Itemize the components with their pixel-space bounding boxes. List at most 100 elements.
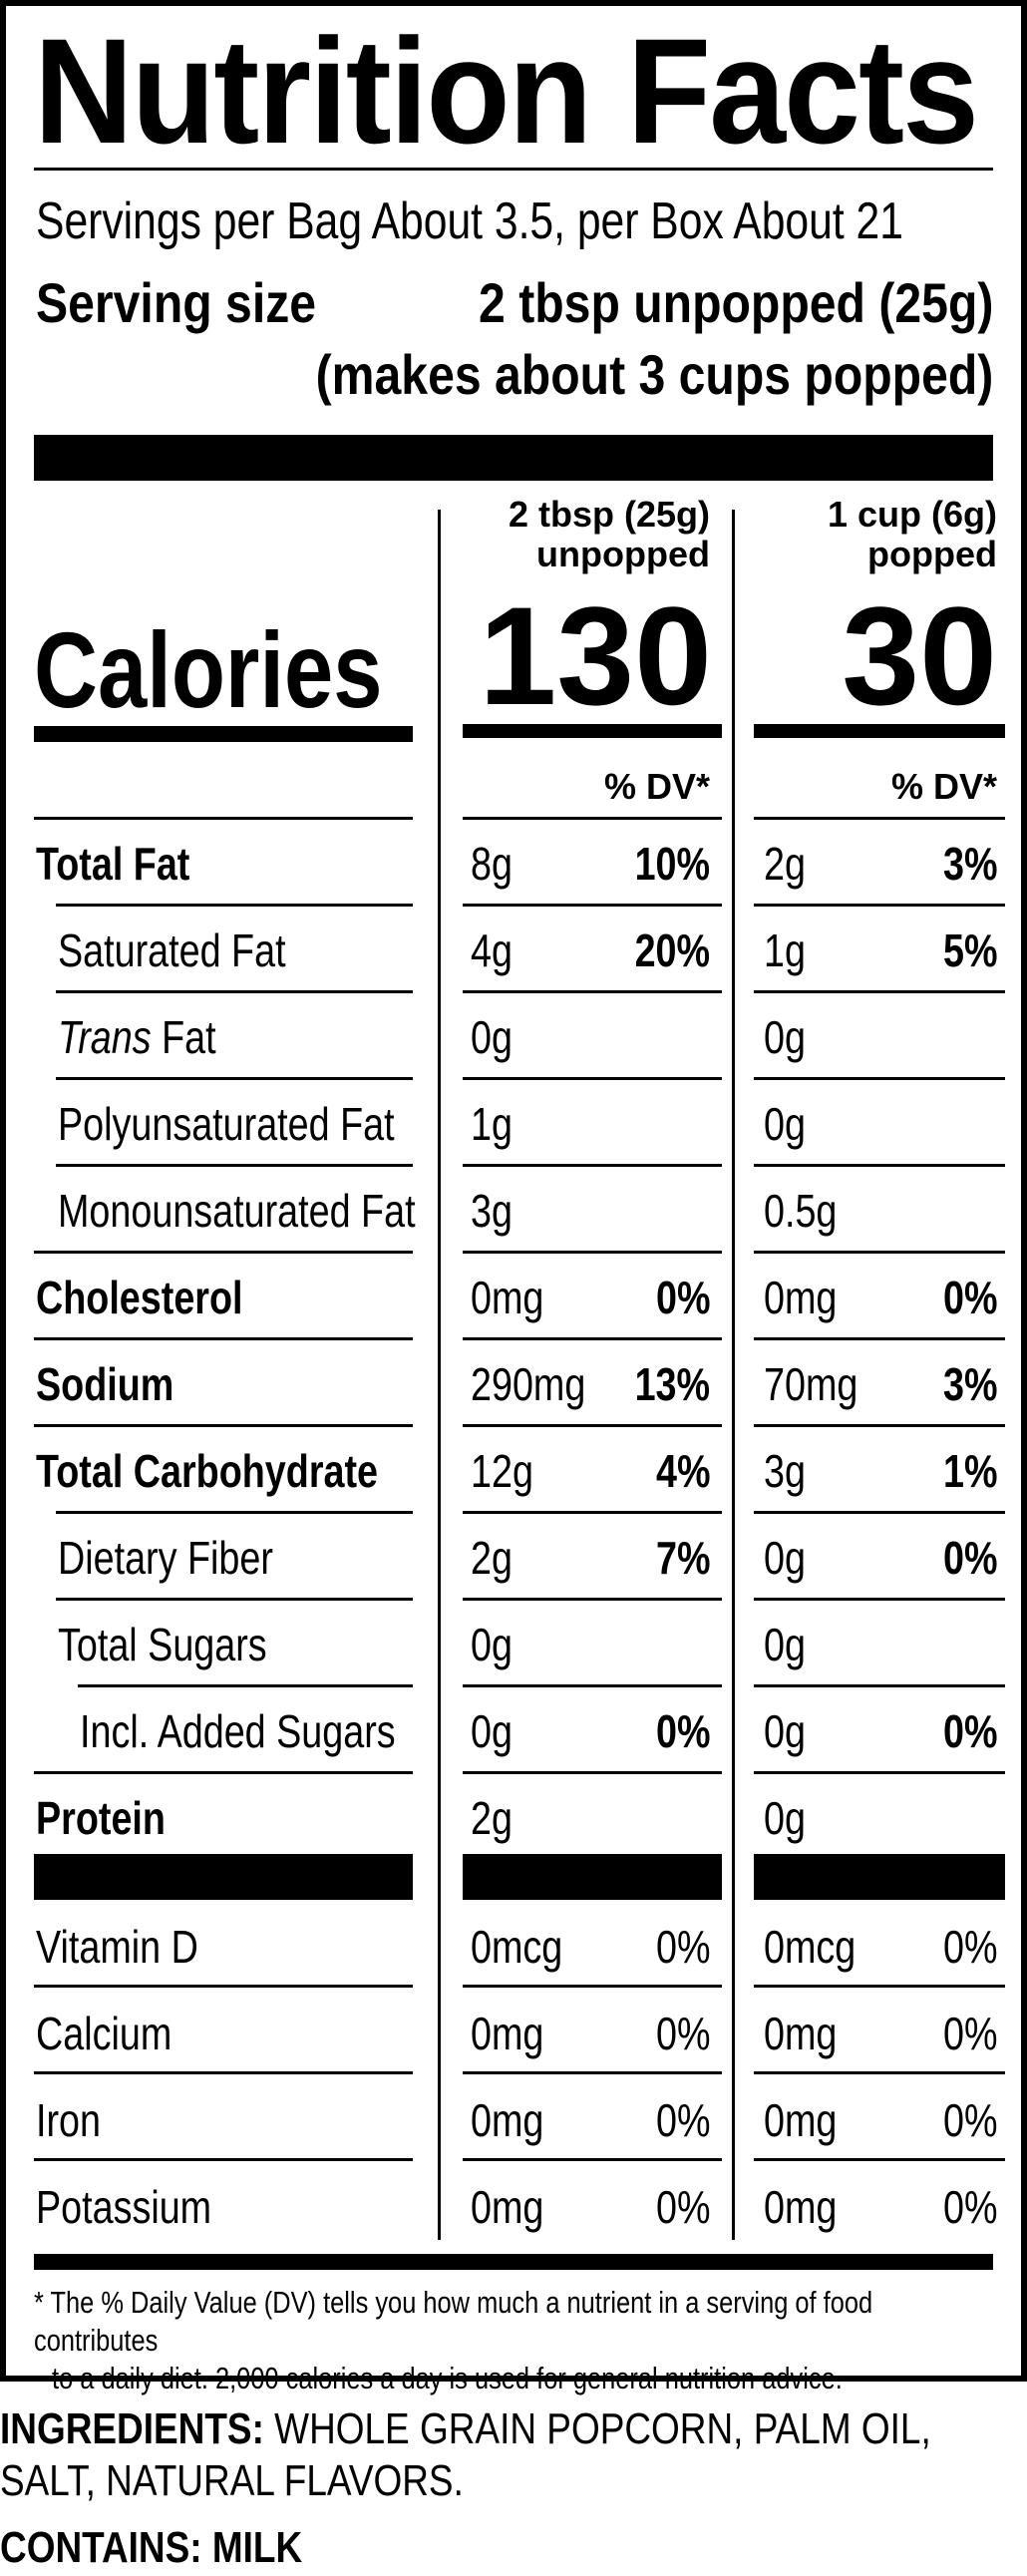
row-divider-c1 <box>463 1598 722 1601</box>
nutrition-facts-panel: Nutrition Facts Servings per Bag About 3… <box>0 0 1027 2395</box>
row-divider-top-c1 <box>463 817 722 820</box>
vitamin-amount-unpopped: 0mcg <box>471 1921 563 1973</box>
nutrient-name-rest: Fat <box>151 1011 216 1063</box>
row-divider-c1 <box>463 1771 722 1774</box>
vitamin-divider-c2 <box>754 1985 1005 1988</box>
column-1-header-line1: 2 tbsp (25g) <box>508 494 710 535</box>
calories-underline-col1 <box>463 724 722 738</box>
row-divider-c1 <box>463 1164 722 1167</box>
calories-value-popped: 30 <box>842 577 997 734</box>
amount-popped: 3g <box>764 1445 806 1497</box>
amount-unpopped: 0g <box>471 1705 513 1757</box>
nutrient-name: Incl. Added Sugars <box>80 1705 396 1757</box>
nutrient-name: Monounsaturated Fat <box>58 1185 416 1237</box>
nutrient-name: Polyunsaturated Fat <box>58 1098 395 1150</box>
amount-unpopped: 0g <box>471 1011 513 1063</box>
amount-popped: 0g <box>764 1619 806 1670</box>
row-divider-c1 <box>463 1684 722 1687</box>
dv-unpopped: 20% <box>634 924 710 976</box>
dv-popped: 0% <box>942 1532 997 1584</box>
row-divider-c2 <box>754 1771 1005 1774</box>
nutrient-name: Sodium <box>36 1358 174 1410</box>
nutrient-name: Total Sugars <box>58 1619 267 1670</box>
row-divider-c2 <box>754 1424 1005 1427</box>
amount-popped: 70mg <box>764 1358 858 1410</box>
amount-unpopped: 2g <box>471 1792 513 1844</box>
column-divider-2 <box>732 510 735 2240</box>
vitamin-divider-c1 <box>463 2071 722 2074</box>
amount-unpopped: 1g <box>471 1098 513 1150</box>
vitamin-bar-c1 <box>463 1854 722 1900</box>
nutrient-name: Saturated Fat <box>58 924 286 976</box>
amount-popped: 0g <box>764 1098 806 1150</box>
amount-popped: 0.5g <box>764 1185 838 1237</box>
dv-unpopped: 13% <box>634 1358 710 1410</box>
dv-header-col1: % DV* <box>603 766 710 807</box>
row-divider-c2 <box>754 1077 1005 1080</box>
amount-popped: 0g <box>764 1532 806 1584</box>
amount-popped: 1g <box>764 924 806 976</box>
calories-label: Calories <box>34 609 383 730</box>
amount-unpopped: 12g <box>471 1445 533 1497</box>
row-divider <box>56 1077 413 1080</box>
vitamin-dv-unpopped: 0% <box>655 2181 710 2233</box>
vitamin-name: Vitamin D <box>36 1921 198 1973</box>
row-divider-top <box>34 817 413 820</box>
calories-value-unpopped: 130 <box>479 577 712 734</box>
vitamin-name: Calcium <box>36 2008 172 2059</box>
row-divider <box>34 1424 413 1427</box>
nutrient-name: Cholesterol <box>36 1272 243 1323</box>
calories-label-underline <box>34 726 413 742</box>
column-divider-1 <box>438 510 441 2240</box>
amount-unpopped: 4g <box>471 924 513 976</box>
row-divider-c2 <box>754 904 1005 907</box>
dv-unpopped: 7% <box>655 1532 710 1584</box>
row-divider-c2 <box>754 1251 1005 1254</box>
dv-popped: 3% <box>942 838 997 890</box>
row-divider-c2 <box>754 1164 1005 1167</box>
row-divider <box>56 1164 413 1167</box>
vitamin-divider <box>34 1985 413 1988</box>
amount-popped: 0g <box>764 1705 806 1757</box>
row-divider <box>56 1511 413 1514</box>
vitamin-amount-popped: 0mg <box>764 2008 838 2059</box>
nutrient-name: Total Carbohydrate <box>36 1445 379 1497</box>
nutrient-name: Dietary Fiber <box>58 1532 273 1584</box>
row-divider-c2 <box>754 1511 1005 1514</box>
vitamin-name: Potassium <box>36 2181 212 2233</box>
footnote-line1: * The % Daily Value (DV) tells you how m… <box>34 2285 873 2358</box>
vitamin-name: Iron <box>36 2094 101 2146</box>
row-divider <box>34 1771 413 1774</box>
dv-popped: 5% <box>942 924 997 976</box>
vitamin-amount-popped: 0mcg <box>764 1921 856 1973</box>
row-divider-c1 <box>463 990 722 993</box>
dv-header-col2: % DV* <box>890 766 997 807</box>
vitamin-dv-unpopped: 0% <box>655 2094 710 2146</box>
vitamin-divider <box>34 2158 413 2161</box>
row-divider-c1 <box>463 1077 722 1080</box>
vitamin-amount-unpopped: 0mg <box>471 2008 544 2059</box>
thick-bar-top <box>34 435 993 481</box>
row-divider-c2 <box>754 1684 1005 1687</box>
amount-popped: 0mg <box>764 1272 838 1323</box>
row-divider <box>56 904 413 907</box>
serving-size-note: (makes about 3 cups popped) <box>315 343 993 406</box>
servings-per-container: Servings per Bag About 3.5, per Box Abou… <box>36 192 903 250</box>
title-rule <box>34 168 993 171</box>
vitamin-dv-popped: 0% <box>942 1921 997 1973</box>
amount-unpopped: 3g <box>471 1185 513 1237</box>
row-divider-c2 <box>754 1598 1005 1601</box>
column-1-header: 2 tbsp (25g) unpopped <box>509 495 710 574</box>
row-divider-c1 <box>463 1424 722 1427</box>
row-divider-c2 <box>754 1337 1005 1340</box>
vitamin-dv-popped: 0% <box>942 2094 997 2146</box>
row-divider-c1 <box>463 1511 722 1514</box>
vitamin-amount-popped: 0mg <box>764 2094 838 2146</box>
row-divider <box>56 990 413 993</box>
serving-size-value: 2 tbsp unpopped (25g) <box>478 271 993 334</box>
vitamin-dv-unpopped: 0% <box>655 1921 710 1973</box>
dv-unpopped: 4% <box>655 1445 710 1497</box>
column-2-header-line2: popped <box>867 534 997 574</box>
nutrient-name: Trans Fat <box>58 1014 216 1060</box>
amount-unpopped: 290mg <box>471 1358 586 1410</box>
